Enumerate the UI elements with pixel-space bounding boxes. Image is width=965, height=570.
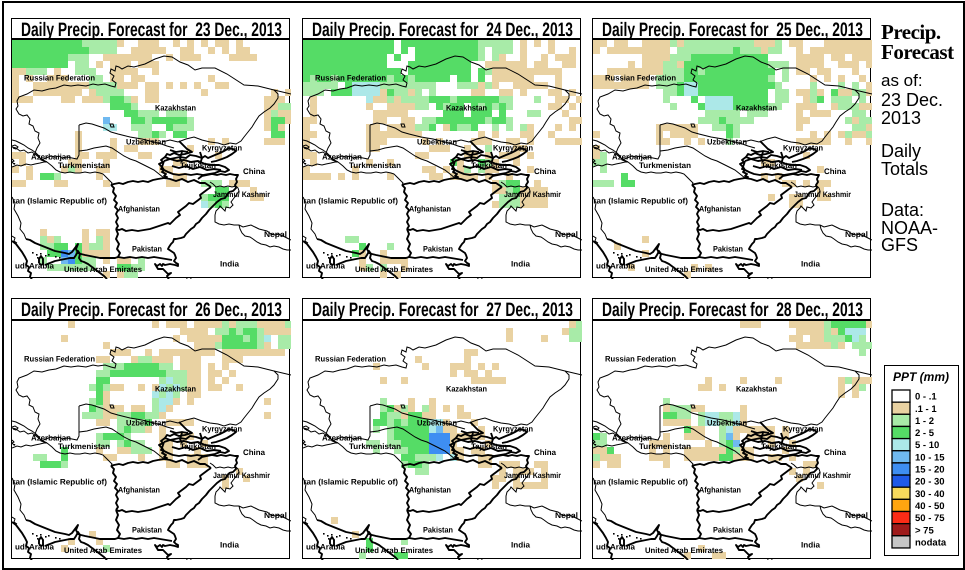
svg-text:5 - 10: 5 - 10 bbox=[915, 440, 939, 451]
svg-text:20 - 30: 20 - 30 bbox=[915, 477, 945, 488]
svg-text:PPT (mm): PPT (mm) bbox=[893, 370, 949, 384]
svg-text:Daily Precip. Forecast for 25: Daily Precip. Forecast for 25 Dec., 2013 bbox=[602, 19, 863, 41]
svg-text:nodata: nodata bbox=[915, 537, 947, 548]
svg-text:> 75: > 75 bbox=[915, 525, 934, 536]
svg-text:10 - 15: 10 - 15 bbox=[915, 452, 945, 463]
svg-text:1 - 2: 1 - 2 bbox=[915, 416, 934, 427]
svg-text:0 - .1: 0 - .1 bbox=[915, 392, 937, 403]
svg-text:2 - 5: 2 - 5 bbox=[915, 428, 935, 439]
svg-text:30 - 40: 30 - 40 bbox=[915, 489, 945, 500]
svg-text:50 - 75: 50 - 75 bbox=[915, 513, 945, 524]
svg-text:Daily Precip. Forecast for 26: Daily Precip. Forecast for 26 Dec., 2013 bbox=[21, 299, 282, 321]
svg-text:.1 - 1: .1 - 1 bbox=[915, 404, 937, 415]
svg-text:15 - 20: 15 - 20 bbox=[915, 465, 945, 476]
svg-text:40 - 50: 40 - 50 bbox=[915, 501, 945, 512]
svg-text:Daily Precip. Forecast for 24: Daily Precip. Forecast for 24 Dec., 2013 bbox=[312, 19, 573, 41]
svg-text:Daily Precip. Forecast for 28: Daily Precip. Forecast for 28 Dec., 2013 bbox=[602, 299, 863, 321]
svg-text:Daily Precip. Forecast for 27: Daily Precip. Forecast for 27 Dec., 2013 bbox=[312, 299, 573, 321]
svg-text:Daily Precip. Forecast for 23: Daily Precip. Forecast for 23 Dec., 2013 bbox=[21, 19, 282, 41]
